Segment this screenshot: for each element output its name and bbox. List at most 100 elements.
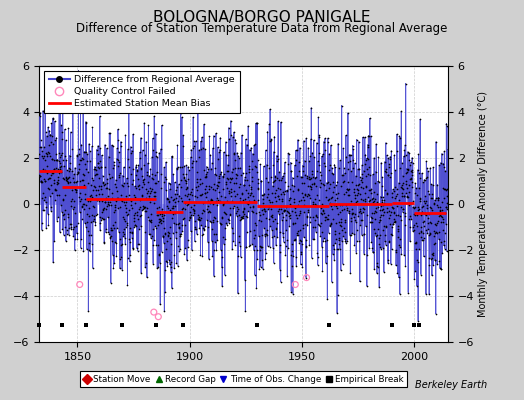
Point bbox=[430, 201, 438, 207]
Point bbox=[309, 224, 318, 230]
Point bbox=[242, 213, 250, 219]
Point bbox=[190, 138, 198, 144]
Point bbox=[287, 247, 296, 254]
Point bbox=[346, 270, 355, 276]
Point bbox=[151, 223, 159, 230]
Point bbox=[362, 183, 370, 190]
Point bbox=[158, 122, 166, 128]
Point bbox=[183, 257, 191, 264]
Point bbox=[217, 221, 225, 228]
Point bbox=[234, 165, 242, 171]
Point bbox=[442, 187, 450, 194]
Point bbox=[402, 178, 410, 184]
Point bbox=[422, 174, 431, 180]
Point bbox=[126, 252, 134, 258]
Point bbox=[255, 266, 264, 272]
Point bbox=[237, 214, 246, 220]
Point bbox=[246, 228, 255, 234]
Point bbox=[165, 180, 173, 186]
Point bbox=[371, 196, 379, 202]
Point bbox=[386, 211, 394, 218]
Point bbox=[398, 160, 406, 166]
Point bbox=[241, 277, 249, 283]
Point bbox=[193, 186, 201, 193]
Point bbox=[386, 209, 395, 216]
Point bbox=[171, 203, 179, 209]
Point bbox=[232, 140, 240, 146]
Point bbox=[209, 186, 217, 193]
Point bbox=[205, 183, 213, 189]
Point bbox=[394, 222, 402, 229]
Point bbox=[232, 174, 240, 181]
Point bbox=[172, 235, 180, 241]
Point bbox=[191, 223, 199, 230]
Point bbox=[98, 191, 106, 198]
Point bbox=[214, 182, 222, 189]
Point bbox=[167, 269, 175, 275]
Point bbox=[163, 228, 172, 235]
Point bbox=[259, 211, 267, 218]
Point bbox=[384, 155, 392, 161]
Point bbox=[194, 214, 203, 220]
Point bbox=[89, 265, 97, 271]
Point bbox=[132, 162, 140, 168]
Point bbox=[431, 230, 440, 236]
Point bbox=[100, 216, 108, 222]
Point bbox=[83, 246, 91, 252]
Point bbox=[94, 142, 102, 149]
Point bbox=[265, 197, 273, 204]
Point bbox=[351, 217, 359, 224]
Point bbox=[57, 151, 65, 158]
Point bbox=[439, 227, 447, 234]
Point bbox=[255, 233, 263, 240]
Point bbox=[414, 151, 423, 158]
Point bbox=[146, 190, 155, 196]
Point bbox=[318, 228, 326, 235]
Point bbox=[290, 198, 298, 205]
Point bbox=[297, 251, 305, 258]
Point bbox=[219, 173, 227, 179]
Point bbox=[396, 213, 404, 219]
Point bbox=[368, 196, 376, 202]
Point bbox=[305, 191, 313, 198]
Point bbox=[286, 212, 294, 218]
Point bbox=[39, 108, 47, 114]
Point bbox=[277, 206, 285, 212]
Point bbox=[206, 196, 215, 202]
Point bbox=[328, 170, 336, 176]
Point bbox=[128, 235, 136, 241]
Point bbox=[78, 216, 86, 222]
Point bbox=[422, 175, 431, 182]
Point bbox=[366, 186, 374, 193]
Point bbox=[287, 159, 295, 166]
Point bbox=[421, 193, 429, 199]
Point bbox=[361, 196, 369, 202]
Point bbox=[379, 201, 387, 208]
Point bbox=[209, 145, 217, 151]
Point bbox=[268, 226, 276, 233]
Point bbox=[190, 202, 199, 208]
Point bbox=[352, 182, 360, 188]
Point bbox=[255, 212, 264, 218]
Point bbox=[310, 181, 318, 188]
Point bbox=[313, 262, 322, 268]
Point bbox=[180, 175, 188, 182]
Point bbox=[161, 267, 170, 274]
Point bbox=[84, 227, 92, 234]
Point bbox=[373, 270, 381, 276]
Point bbox=[271, 187, 280, 194]
Point bbox=[246, 190, 255, 196]
Point bbox=[235, 184, 244, 190]
Point bbox=[319, 206, 327, 213]
Point bbox=[85, 140, 93, 147]
Point bbox=[255, 217, 264, 224]
Point bbox=[240, 182, 248, 188]
Point bbox=[325, 185, 333, 191]
Point bbox=[385, 238, 394, 245]
Point bbox=[159, 233, 167, 239]
Point bbox=[149, 260, 157, 267]
Point bbox=[58, 157, 67, 164]
Point bbox=[428, 255, 436, 262]
Point bbox=[174, 192, 183, 199]
Point bbox=[188, 186, 196, 192]
